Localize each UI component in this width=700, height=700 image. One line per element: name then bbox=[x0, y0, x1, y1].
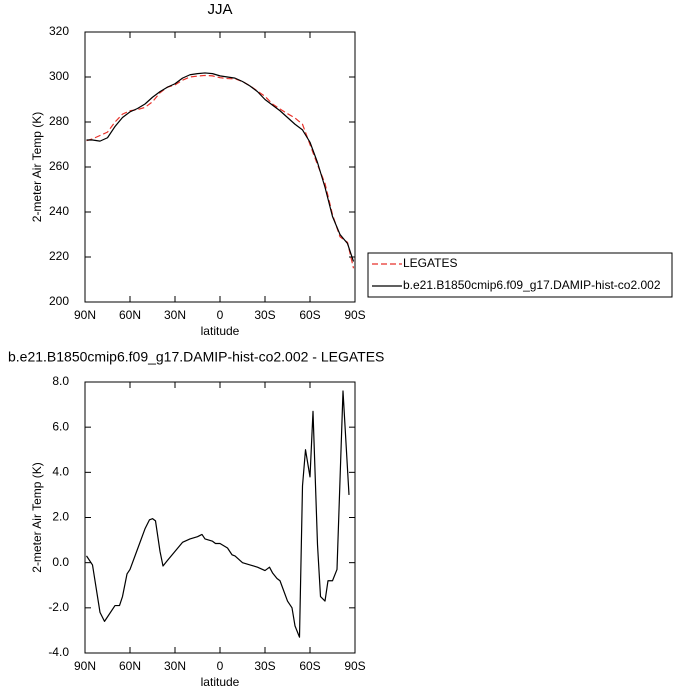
y-tick-label: 320 bbox=[49, 24, 69, 38]
y-axis-label: 2-meter Air Temp (K) bbox=[30, 462, 44, 572]
y-tick-label: 300 bbox=[49, 69, 69, 83]
legend-label: LEGATES bbox=[403, 256, 457, 270]
x-tick-label: 30S bbox=[254, 308, 275, 322]
data-line bbox=[86, 390, 350, 638]
y-tick-label: -4.0 bbox=[48, 645, 69, 659]
y-tick-label: 240 bbox=[49, 204, 69, 218]
x-tick-label: 60N bbox=[119, 659, 141, 673]
chart-title: JJA bbox=[207, 1, 232, 18]
x-tick-label: 30N bbox=[164, 308, 186, 322]
x-tick-label: 60N bbox=[119, 308, 141, 322]
x-tick-label: 60S bbox=[299, 308, 320, 322]
y-tick-label: 220 bbox=[49, 249, 69, 263]
plot-frame bbox=[84, 381, 356, 654]
y-tick-label: -2.0 bbox=[48, 600, 69, 614]
x-tick-label: 30S bbox=[254, 659, 275, 673]
legend-label: b.e21.B1850cmip6.f09_g17.DAMIP-hist-co2.… bbox=[403, 278, 661, 292]
chart-title: b.e21.B1850cmip6.f09_g17.DAMIP-hist-co2.… bbox=[8, 349, 384, 365]
x-tick-label: 0 bbox=[217, 659, 224, 673]
y-tick-label: 280 bbox=[49, 114, 69, 128]
y-tick-label: 200 bbox=[49, 294, 69, 308]
y-tick-label: 260 bbox=[49, 159, 69, 173]
x-axis-label: latitude bbox=[201, 324, 240, 338]
y-tick-label: 4.0 bbox=[52, 465, 69, 479]
x-tick-label: 90S bbox=[344, 308, 365, 322]
x-tick-label: 0 bbox=[217, 308, 224, 322]
legend-box bbox=[367, 252, 673, 298]
x-axis-label: latitude bbox=[201, 675, 240, 689]
y-axis-label: 2-meter Air Temp (K) bbox=[30, 112, 44, 222]
data-line bbox=[86, 72, 355, 262]
x-tick-label: 60S bbox=[299, 659, 320, 673]
x-tick-label: 30N bbox=[164, 659, 186, 673]
y-tick-label: 0.0 bbox=[52, 555, 69, 569]
x-tick-label: 90N bbox=[74, 659, 96, 673]
x-tick-label: 90N bbox=[74, 308, 96, 322]
y-tick-label: 8.0 bbox=[52, 374, 69, 388]
y-tick-label: 6.0 bbox=[52, 419, 69, 433]
y-tick-label: 2.0 bbox=[52, 510, 69, 524]
data-line bbox=[86, 74, 355, 269]
x-tick-label: 90S bbox=[344, 659, 365, 673]
plot-frame bbox=[84, 31, 356, 303]
